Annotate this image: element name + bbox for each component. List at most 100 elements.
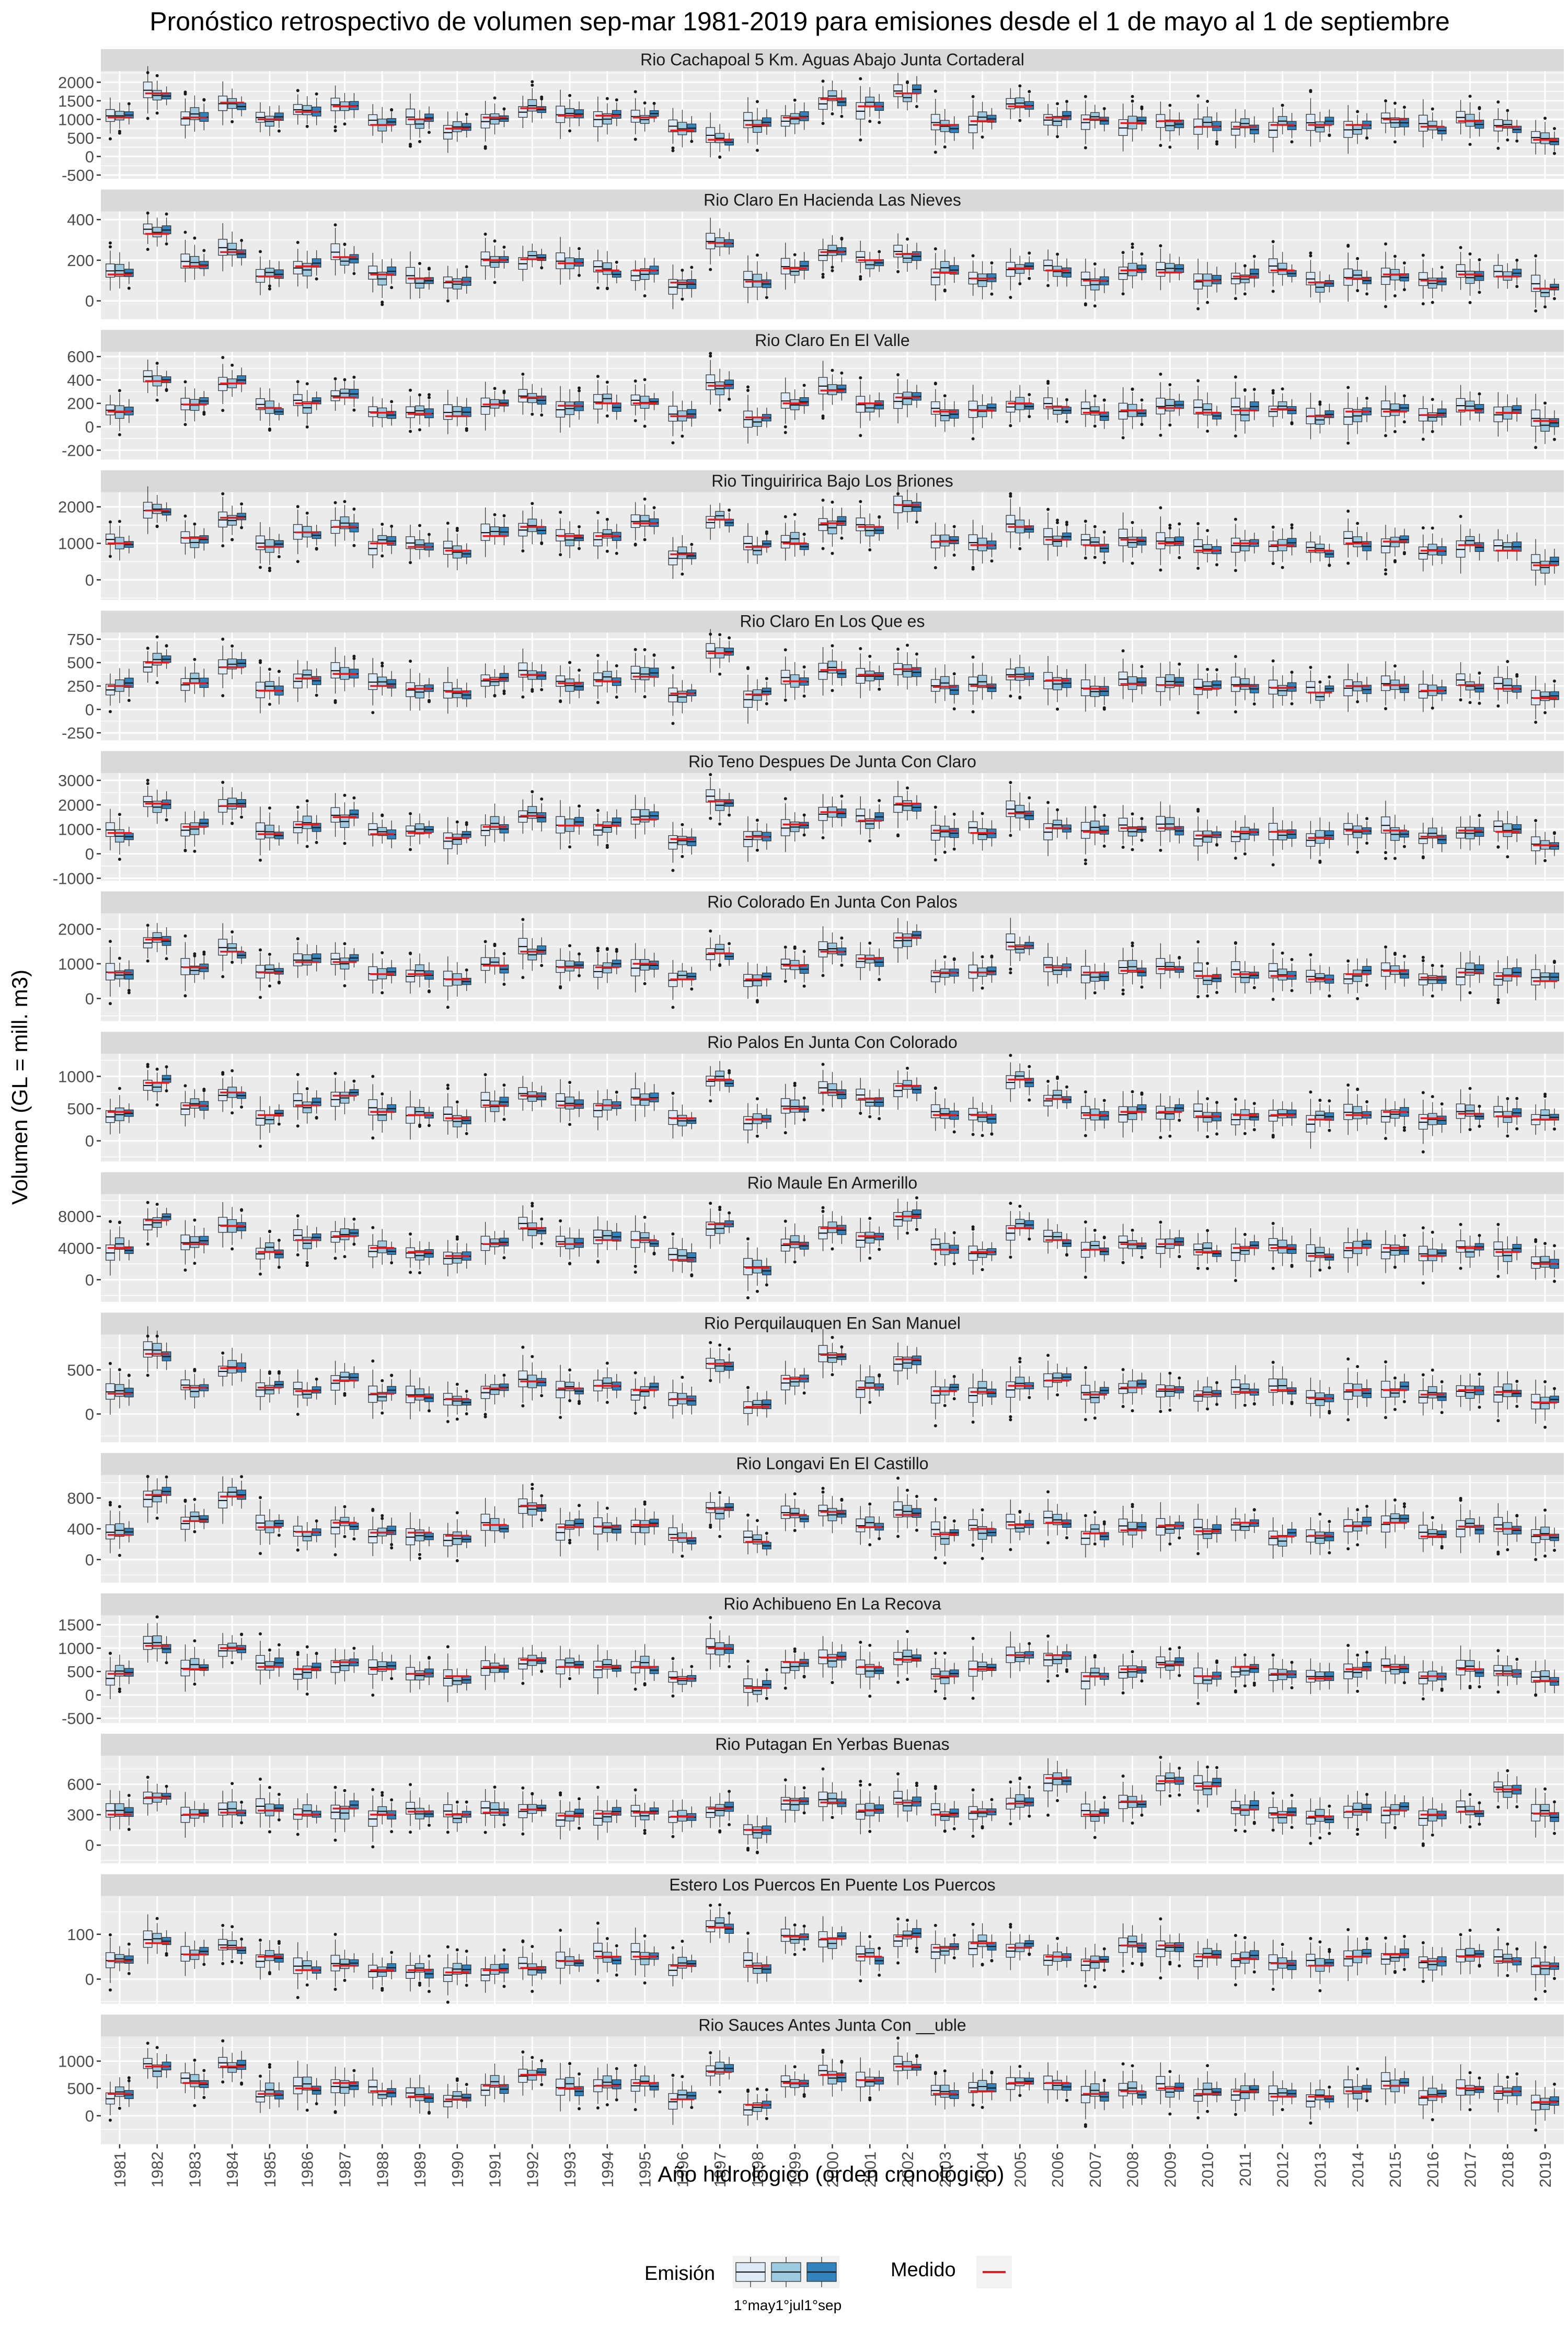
outlier-point [1422, 855, 1425, 858]
outlier-point [334, 129, 337, 132]
outlier-point [343, 378, 347, 381]
outlier-point [128, 989, 131, 992]
outlier-point [334, 223, 337, 226]
outlier-point [315, 841, 318, 844]
y-tick-label: 400 [67, 371, 94, 389]
outlier-point [671, 146, 674, 149]
outlier-point [718, 409, 721, 412]
outlier-point [915, 652, 918, 655]
facet-strip-label: Rio Claro En El Valle [755, 331, 909, 350]
outlier-point [643, 498, 647, 501]
outlier-point [896, 648, 900, 651]
outlier-point [793, 253, 797, 256]
outlier-point [193, 523, 196, 526]
outlier-point [972, 566, 975, 569]
outlier-point [906, 787, 909, 790]
y-tick-label: 200 [67, 395, 94, 413]
outlier-point [296, 380, 299, 383]
outlier-point [972, 95, 975, 98]
outlier-point [428, 533, 431, 536]
outlier-point [352, 409, 355, 412]
outlier-point [352, 657, 355, 660]
outlier-point [259, 566, 262, 569]
outlier-point [1478, 106, 1481, 109]
outlier-point [822, 547, 825, 550]
outlier-point [1403, 288, 1406, 291]
outlier-point [803, 665, 806, 668]
outlier-point [578, 274, 581, 277]
outlier-point [315, 93, 318, 96]
outlier-point [118, 130, 121, 133]
outlier-point [465, 113, 468, 116]
outlier-point [221, 356, 224, 359]
outlier-point [1272, 863, 1275, 867]
outlier-point [446, 299, 449, 303]
outlier-point [906, 643, 909, 647]
outlier-point [1309, 666, 1312, 669]
outlier-point [1365, 136, 1368, 140]
outlier-point [728, 509, 731, 512]
outlier-point [1534, 819, 1537, 822]
outlier-point [343, 984, 347, 987]
outlier-point [1515, 140, 1518, 143]
outlier-point [183, 423, 187, 426]
outlier-point [1328, 134, 1331, 137]
outlier-point [1290, 140, 1294, 143]
outlier-point [418, 393, 421, 396]
outlier-point [1159, 434, 1162, 437]
outlier-point [831, 644, 834, 647]
outlier-point [1084, 95, 1087, 98]
outlier-point [859, 275, 862, 278]
outlier-point [1009, 492, 1012, 495]
outlier-point [1234, 518, 1237, 521]
outlier-point [1234, 297, 1237, 300]
outlier-point [934, 858, 937, 861]
outlier-point [784, 648, 787, 651]
outlier-point [1543, 859, 1547, 862]
outlier-point [418, 140, 421, 143]
outlier-point [1084, 859, 1087, 862]
outlier-point [493, 239, 497, 243]
outlier-point [1553, 438, 1556, 441]
outlier-point [1131, 99, 1134, 102]
outlier-point [409, 430, 412, 433]
outlier-point [1093, 525, 1097, 528]
outlier-point [1384, 851, 1387, 854]
outlier-point [296, 560, 299, 563]
outlier-point [315, 694, 318, 697]
facet-panel: Rio Teno Despues De Junta Con Claro-1000… [53, 751, 1564, 887]
outlier-point [465, 427, 468, 430]
outlier-point [822, 414, 825, 418]
y-tick-label: 0 [85, 418, 94, 436]
outlier-point [756, 100, 759, 103]
outlier-point [1309, 254, 1312, 257]
outlier-point [409, 561, 412, 564]
outlier-point [1140, 106, 1144, 109]
outlier-point [1131, 388, 1134, 391]
outlier-point [1196, 711, 1200, 714]
outlier-point [1534, 446, 1537, 449]
outlier-point [1403, 551, 1406, 554]
outlier-point [1346, 442, 1350, 445]
outlier-point [503, 246, 506, 249]
outlier-point [1496, 147, 1500, 150]
outlier-point [915, 105, 918, 108]
outlier-point [165, 818, 168, 821]
outlier-point [1168, 104, 1171, 107]
outlier-point [493, 281, 497, 284]
outlier-point [202, 249, 205, 252]
outlier-point [1356, 850, 1359, 854]
outlier-point [1103, 845, 1106, 848]
outlier-point [165, 957, 168, 960]
outlier-point [934, 382, 937, 385]
outlier-point [568, 94, 571, 97]
outlier-point [230, 364, 234, 367]
outlier-point [1234, 434, 1237, 437]
outlier-point [1431, 301, 1434, 304]
outlier-point [1084, 520, 1087, 523]
outlier-point [1093, 395, 1097, 398]
outlier-point [990, 559, 994, 562]
outlier-point [118, 956, 121, 960]
outlier-point [1168, 423, 1171, 426]
outlier-point [221, 544, 224, 547]
